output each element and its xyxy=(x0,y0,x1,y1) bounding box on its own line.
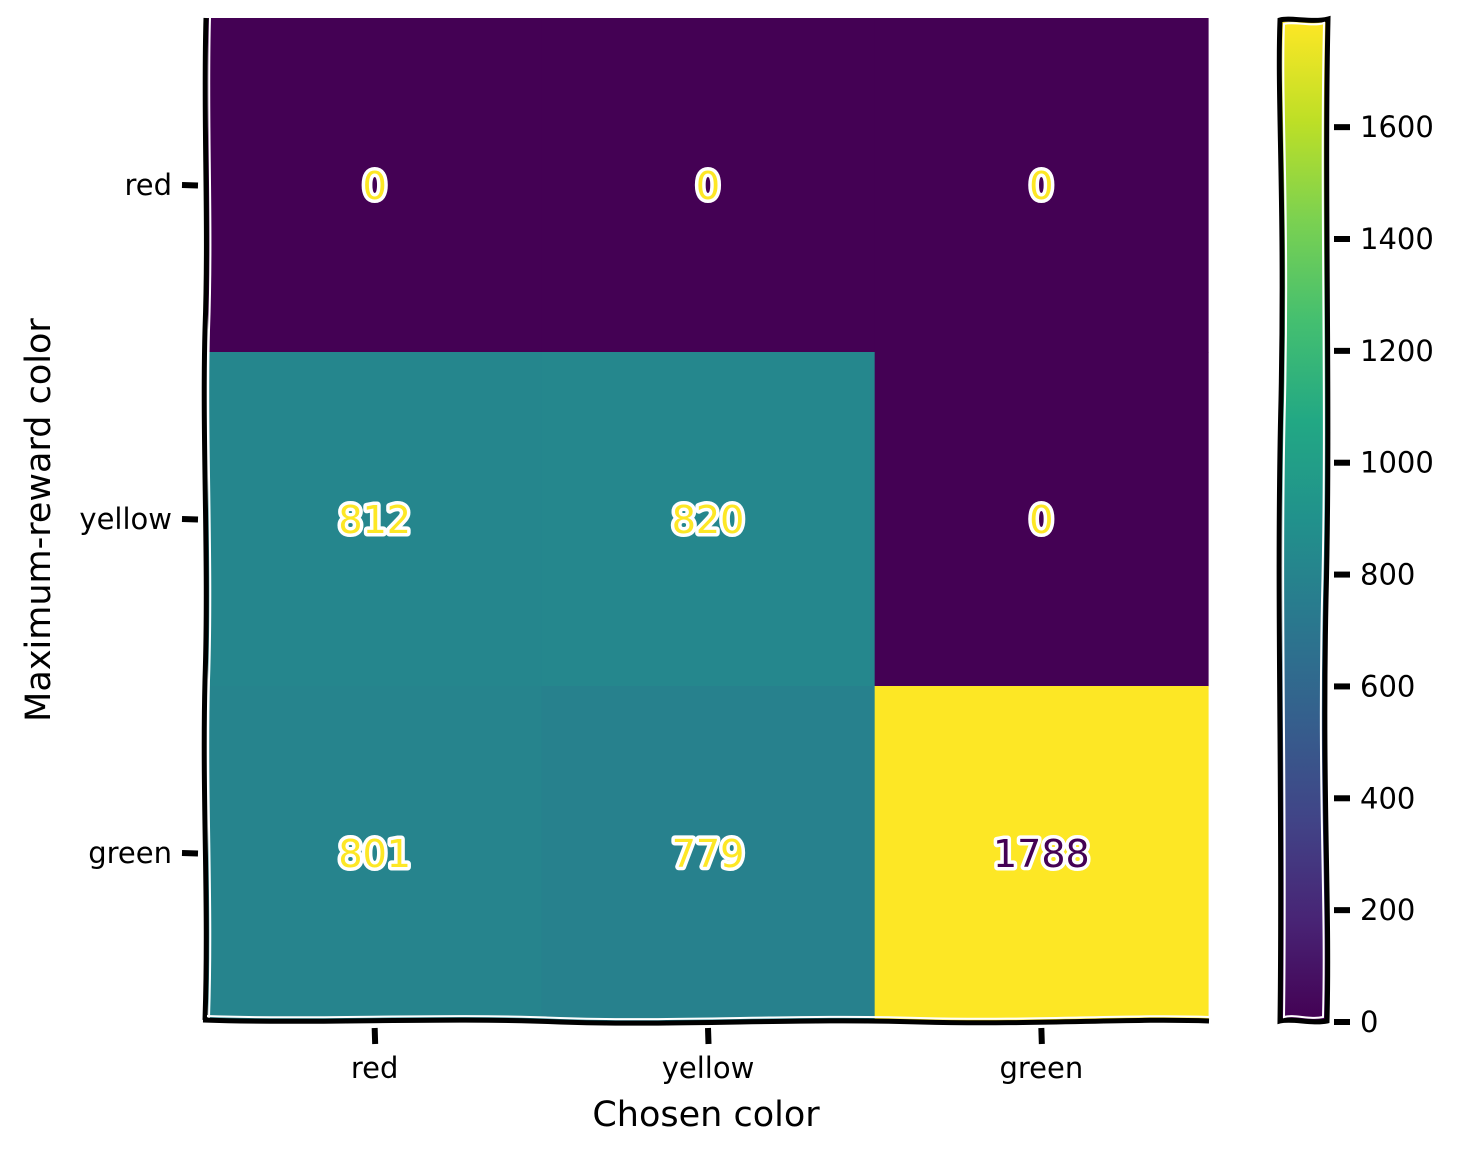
y-tick-mark xyxy=(181,516,199,523)
heatmap-left-spine-highlight xyxy=(207,17,212,1019)
cell-value-label: 0 xyxy=(1029,164,1053,208)
cell-value-label: 812 xyxy=(338,498,411,542)
y-tick-label: yellow xyxy=(79,502,172,536)
colorbar-tick-label: 800 xyxy=(1360,558,1415,592)
heatmap-bottom-spine-highlight xyxy=(206,1015,1210,1021)
colorbar-ticks: 0 200 400 600 800 1000 1200 1400 1600 xyxy=(1334,110,1434,1039)
colorbar-tick-label: 200 xyxy=(1360,893,1415,927)
colorbar-tick-label: 1000 xyxy=(1360,446,1434,480)
x-tick-label: red xyxy=(351,1051,399,1085)
colorbar-tick-label: 1400 xyxy=(1360,222,1434,256)
colorbar xyxy=(1282,22,1326,1020)
heatmap-cell xyxy=(541,686,876,1021)
cell-value-label: 801 xyxy=(338,832,411,876)
colorbar-tick-label: 1600 xyxy=(1360,110,1434,144)
heatmap-bottom-spine xyxy=(202,1017,1210,1026)
y-tick-mark xyxy=(181,182,199,189)
x-tick-mark xyxy=(705,1027,712,1045)
y-tick-mark xyxy=(181,850,199,857)
heatmap-cell xyxy=(541,352,876,687)
heatmap-cell xyxy=(208,18,542,353)
heatmap-cell xyxy=(874,18,1209,353)
colorbar-tick-label: 400 xyxy=(1360,781,1415,815)
cell-value-label: 1788 xyxy=(993,832,1090,876)
x-axis-ticks: red yellow green xyxy=(351,1027,1083,1085)
colorbar-frame xyxy=(1276,15,1331,1025)
colorbar-frame-highlight xyxy=(1282,21,1326,1019)
x-tick-label: yellow xyxy=(662,1051,755,1085)
x-tick-label: green xyxy=(999,1051,1083,1085)
x-axis-label: Chosen color xyxy=(592,1095,820,1135)
heatmap-cells xyxy=(208,18,1209,1021)
y-axis-label: Maximum-reward color xyxy=(19,318,59,722)
heatmap-cell xyxy=(541,18,876,353)
heatmap-cell xyxy=(874,352,1209,687)
y-tick-label: red xyxy=(124,168,172,202)
heatmap-cell xyxy=(208,686,542,1021)
colorbar-tick-label: 1200 xyxy=(1360,334,1434,368)
heatmap-value-labels: 0 0 0 812 820 0 801 779 1788 xyxy=(335,161,1093,880)
heatmap-cell xyxy=(874,686,1209,1021)
cell-value-label: 0 xyxy=(1029,498,1053,542)
cell-value-label: 820 xyxy=(672,498,745,542)
heatmap-left-spine xyxy=(201,17,209,1021)
colorbar-tick-label: 600 xyxy=(1360,669,1415,703)
y-tick-label: green xyxy=(88,836,172,870)
cell-value-label: 0 xyxy=(363,164,387,208)
y-axis-ticks: red yellow green xyxy=(79,168,199,870)
heatmap-cell xyxy=(208,352,542,687)
cell-value-label: 779 xyxy=(672,832,745,876)
colorbar-tick-label: 0 xyxy=(1360,1005,1378,1039)
x-tick-mark xyxy=(371,1027,379,1045)
x-tick-mark xyxy=(1038,1027,1045,1045)
cell-value-label: 0 xyxy=(696,164,720,208)
